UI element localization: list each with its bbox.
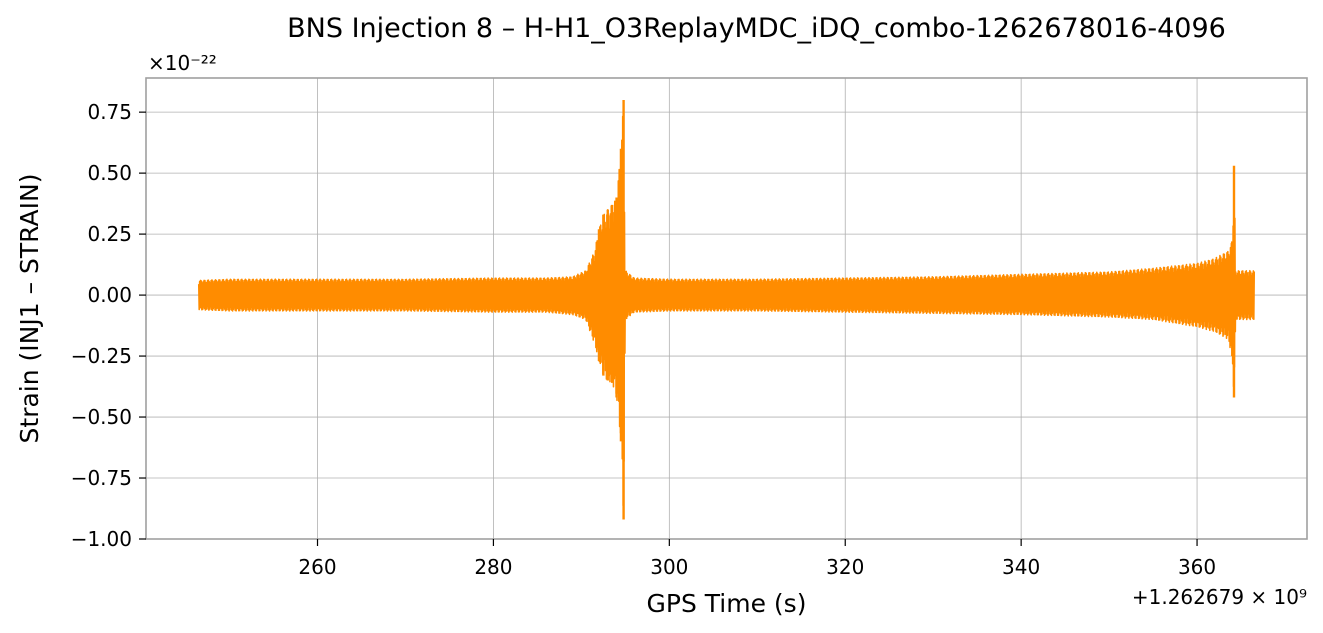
y-tick-label: −0.50 <box>71 405 132 429</box>
chart-title: BNS Injection 8 – H-H1_O3ReplayMDC_iDQ_c… <box>287 13 1226 44</box>
y-tick-label: −0.75 <box>71 466 132 490</box>
y-tick-label: 0.75 <box>87 100 132 124</box>
y-scale-label: ×10⁻²² <box>148 51 217 75</box>
x-offset-label: +1.262679 × 10⁹ <box>1132 585 1307 609</box>
y-axis-label: Strain (INJ1 – STRAIN) <box>15 174 44 444</box>
y-tick-label: 0.50 <box>87 161 132 185</box>
series-strain <box>197 99 1256 520</box>
plot-frame <box>145 77 1308 540</box>
x-axis-label: GPS Time (s) <box>647 589 807 618</box>
x-tick-label: 320 <box>826 555 864 579</box>
axis-ticks: 260 280 300 320 340 360 0.75 0.50 0.25 0.00 −0.25 −… <box>71 100 1216 579</box>
x-tick-label: 360 <box>1178 555 1216 579</box>
x-tick-label: 300 <box>650 555 688 579</box>
x-tick-label: 280 <box>474 555 512 579</box>
y-tick-label: 0.25 <box>87 222 132 246</box>
y-tick-label: 0.00 <box>87 283 132 307</box>
y-tick-label: −1.00 <box>71 527 132 551</box>
y-tick-label: −0.25 <box>71 344 132 368</box>
x-tick-label: 260 <box>298 555 336 579</box>
strain-trace <box>197 115 1256 507</box>
x-tick-label: 340 <box>1002 555 1040 579</box>
